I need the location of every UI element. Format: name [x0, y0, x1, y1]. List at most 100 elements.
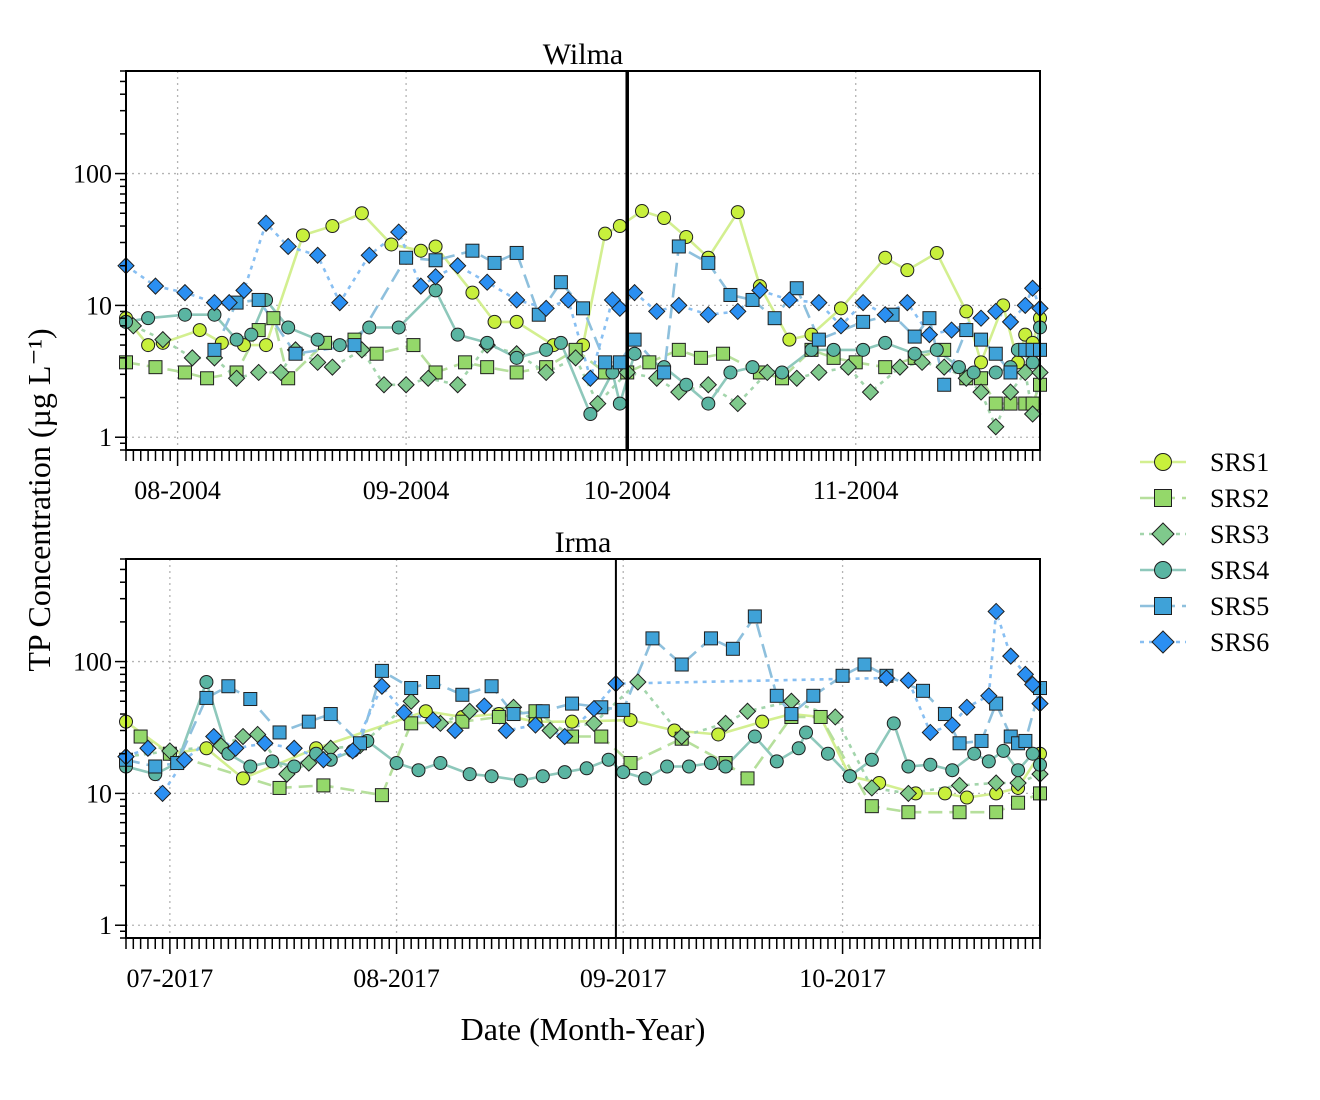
y-tick-label: 10	[86, 291, 112, 320]
data-point-srs3	[585, 714, 603, 733]
data-point-srs5	[922, 311, 937, 326]
y-axis: 1 10 100	[73, 558, 126, 940]
data-point-srs3	[839, 358, 858, 376]
data-point-srs5	[484, 679, 499, 694]
data-point-srs4	[553, 335, 568, 350]
data-point-srs4	[433, 756, 448, 771]
data-point-srs4	[616, 765, 631, 780]
data-point-srs6	[585, 699, 603, 718]
data-point-srs6	[980, 687, 998, 705]
data-point-srs4	[820, 746, 835, 761]
data-point-srs4	[539, 342, 554, 357]
data-point-srs4	[856, 342, 871, 357]
data-point-srs4	[907, 346, 922, 361]
data-point-srs2	[716, 346, 731, 361]
legend-item-srs5: SRS5	[1140, 592, 1269, 621]
data-point-srs6	[475, 697, 493, 715]
data-point-srs4	[901, 759, 916, 774]
data-point-srs5	[674, 657, 689, 672]
data-point-srs3	[566, 349, 585, 367]
data-point-srs3	[154, 330, 172, 349]
data-point-srs3	[987, 418, 1005, 436]
data-point-srs2	[813, 709, 828, 724]
data-point-srs1	[192, 323, 207, 338]
data-point-srs6	[958, 698, 976, 717]
data-point-srs5	[323, 707, 338, 722]
data-point-srs4	[177, 307, 192, 322]
data-point-srs1	[782, 332, 797, 347]
data-point-srs3	[397, 376, 415, 394]
data-point-srs4	[332, 338, 347, 353]
data-point-srs4	[775, 365, 790, 380]
data-point-srs6	[526, 716, 545, 734]
data-point-srs4	[281, 320, 296, 335]
data-point-srs4	[966, 365, 981, 380]
data-point-srs6	[331, 293, 349, 312]
data-point-srs5	[974, 733, 989, 748]
x-tick-label: 07-2017	[127, 964, 214, 993]
data-point-srs1	[199, 741, 214, 756]
data-point-srs5	[916, 683, 931, 698]
data-point-srs3	[448, 376, 467, 394]
data-point-srs4	[462, 767, 477, 782]
data-point-srs2	[1011, 795, 1026, 810]
data-point-srs2	[740, 771, 755, 786]
data-point-srs5	[598, 355, 613, 370]
x-axis: 08-2004 09-2004 10-2004 11-2004	[125, 450, 1041, 505]
data-point-srs6	[235, 281, 253, 300]
data-point-srs4	[1025, 746, 1040, 761]
data-point-srs2	[272, 780, 287, 795]
data-point-srs6	[285, 739, 303, 757]
data-point-srs2	[406, 338, 421, 353]
data-point-srs6	[972, 309, 990, 327]
data-point-srs2	[901, 805, 916, 820]
data-point-srs4	[682, 759, 697, 774]
data-point-srs5	[701, 255, 716, 270]
data-point-srs3	[738, 702, 757, 720]
data-point-srs3	[826, 708, 844, 726]
wilma-panel: Wilma 1 10 100 08-2004 09-2004 10-2004 11-2004	[73, 38, 1049, 505]
data-point-srs5	[616, 702, 631, 717]
data-point-srs1	[487, 314, 502, 329]
legend-item-srs1: SRS1	[1140, 448, 1269, 477]
data-point-srs3	[1009, 774, 1027, 792]
data-point-srs5	[374, 663, 389, 678]
legend-item-srs2: SRS2	[1140, 484, 1269, 513]
data-point-srs3	[863, 779, 881, 797]
data-point-srs5	[455, 687, 470, 702]
legend-label: SRS5	[1210, 592, 1269, 621]
data-point-srs3	[899, 784, 918, 803]
data-point-srs5	[725, 641, 740, 656]
data-point-srs5	[657, 365, 672, 380]
data-point-srs3	[699, 376, 718, 394]
data-point-srs6	[987, 602, 1005, 621]
data-point-srs3	[1023, 405, 1042, 423]
data-point-srs4	[638, 771, 653, 786]
data-point-srs3	[183, 349, 202, 367]
data-point-srs6	[507, 291, 526, 309]
data-point-srs4	[310, 332, 325, 347]
data-point-srs3	[589, 394, 607, 413]
data-point-srs5	[509, 245, 524, 260]
data-point-srs4	[981, 754, 996, 769]
data-point-srs4	[945, 763, 960, 778]
data-point-srs6	[146, 277, 165, 295]
data-point-srs6	[1023, 279, 1042, 297]
data-point-srs1	[900, 263, 915, 278]
data-point-srs5	[952, 736, 967, 751]
data-point-srs1	[428, 239, 443, 254]
data-point-srs2	[693, 350, 708, 365]
data-point-srs5	[856, 314, 871, 329]
data-point-srs3	[729, 394, 747, 413]
legend-item-srs4: SRS4	[1140, 556, 1269, 585]
data-point-srs6	[877, 669, 896, 687]
data-point-srs4	[923, 757, 938, 772]
data-point-srs1	[878, 250, 893, 265]
data-point-srs6	[581, 369, 600, 387]
data-point-srs5	[565, 696, 580, 711]
data-point-srs1	[974, 355, 989, 370]
data-point-srs2	[878, 360, 893, 375]
panel-title-wilma: Wilma	[543, 38, 623, 71]
data-point-srs6	[559, 291, 577, 309]
data-point-srs5	[1018, 733, 1033, 748]
